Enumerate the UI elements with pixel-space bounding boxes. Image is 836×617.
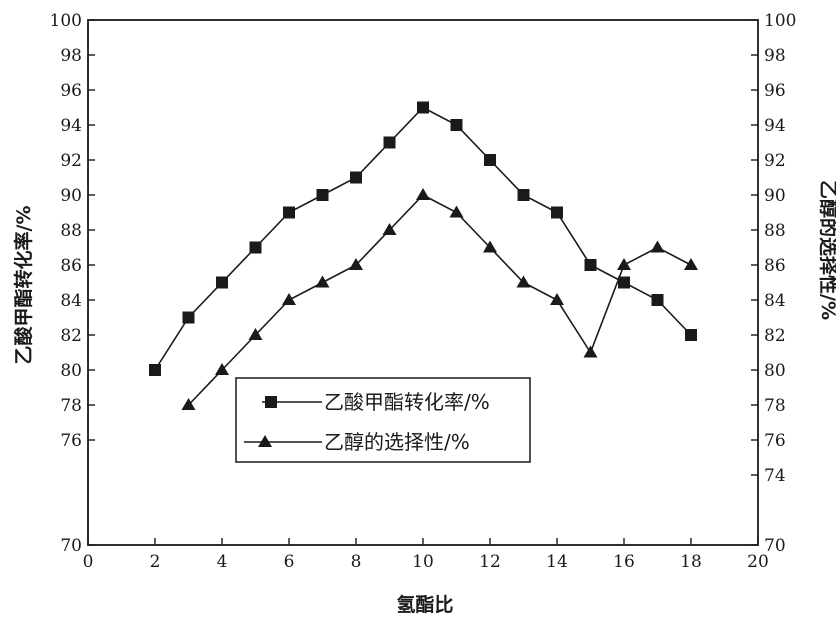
left-y-tick-label: 86	[60, 256, 82, 276]
right-y-tick-label: 78	[764, 396, 786, 416]
data-point-triangle	[449, 205, 464, 218]
legend-marker-square	[265, 396, 277, 408]
data-point-triangle	[583, 345, 598, 358]
right-y-tick-label: 92	[764, 151, 786, 171]
data-point-square	[383, 136, 396, 149]
data-point-triangle	[684, 258, 698, 270]
left-y-tick-label: 84	[60, 291, 82, 311]
legend: 乙酸甲酯转化率/% 乙醇的选择性/%	[235, 377, 531, 463]
left-y-tick-label: 80	[60, 361, 82, 381]
right-y-tick-label: 76	[764, 431, 786, 451]
x-tick-label: 8	[351, 552, 362, 572]
x-tick-label: 20	[747, 552, 769, 572]
data-point-triangle	[349, 258, 363, 270]
right-y-tick-label: 98	[764, 46, 786, 66]
data-point-triangle	[617, 258, 631, 270]
data-point-square	[149, 364, 161, 376]
data-point-square	[417, 101, 429, 114]
left-y-tick-label: 90	[60, 186, 82, 206]
x-tick-label: 18	[680, 552, 702, 572]
right-y-tick-label: 100	[764, 11, 796, 31]
left-y-tick-label: 92	[60, 151, 82, 171]
legend-label-conversion: 乙酸甲酯转化率/%	[324, 390, 490, 414]
data-point-triangle	[416, 188, 430, 200]
left-y-tick-label: 78	[60, 396, 82, 416]
data-point-square	[182, 311, 195, 324]
data-point-square	[450, 119, 463, 131]
left-y-tick-label: 82	[60, 326, 82, 346]
right-y-tick-label: 88	[764, 221, 786, 241]
data-point-square	[350, 171, 362, 184]
right-y-tick-label: 70	[764, 536, 786, 556]
x-tick-label: 14	[546, 552, 568, 572]
series-conversion	[149, 101, 697, 376]
right-y-axis-ticks: 70 74 76 78 80 82 84 86 88 90 92 94 96 98 100	[751, 11, 796, 556]
right-y-tick-label: 86	[764, 256, 786, 276]
data-point-triangle	[181, 398, 196, 410]
data-point-triangle	[248, 328, 263, 340]
series-line	[187, 194, 692, 406]
data-point-square	[249, 241, 262, 254]
x-tick-label: 4	[217, 552, 228, 572]
x-tick-label: 0	[83, 552, 94, 572]
right-y-tick-label: 96	[764, 81, 786, 101]
left-y-tick-label: 76	[60, 431, 82, 451]
left-y-tick-label: 98	[60, 46, 82, 66]
data-point-triangle	[382, 223, 397, 235]
data-point-square	[618, 276, 630, 289]
right-y-tick-label: 82	[764, 326, 786, 346]
data-point-triangle	[550, 293, 564, 305]
left-y-axis-ticks: 70 76 78 80 82 84 86 88 90 92 94 96 98 100	[50, 11, 95, 556]
data-point-triangle	[215, 363, 229, 375]
x-axis-ticks: 0 2 4 6 8 10 12 14 16 18 20	[83, 538, 769, 572]
plot-frame	[87, 19, 759, 546]
x-tick-label: 6	[284, 552, 295, 572]
left-y-tick-label: 100	[50, 11, 82, 31]
data-point-square	[517, 189, 530, 201]
data-point-square	[651, 294, 664, 306]
left-y-tick-label: 70	[60, 536, 82, 556]
x-tick-label: 16	[613, 552, 635, 572]
left-y-tick-label: 94	[60, 116, 82, 136]
right-y-tick-label: 84	[764, 291, 786, 311]
data-point-triangle	[483, 240, 497, 253]
legend-box	[235, 377, 531, 463]
data-point-triangle	[516, 275, 531, 288]
left-y-axis-title: 乙酸甲酯转化率/%	[12, 206, 35, 365]
data-point-square	[283, 206, 295, 219]
series-layer	[149, 101, 698, 410]
series-line	[154, 106, 692, 371]
legend-label-selectivity: 乙醇的选择性/%	[324, 430, 470, 454]
data-point-triangle	[650, 240, 665, 253]
data-point-square	[584, 259, 597, 271]
series-selectivity	[181, 188, 698, 410]
x-tick-label: 2	[150, 552, 161, 572]
right-y-tick-label: 80	[764, 361, 786, 381]
legend-marker-triangle	[258, 435, 272, 447]
plot-border	[87, 19, 759, 546]
data-point-square	[685, 329, 697, 341]
data-point-square	[216, 276, 228, 289]
data-point-triangle	[282, 293, 296, 305]
right-y-tick-label: 90	[764, 186, 786, 206]
data-point-square	[316, 189, 329, 201]
right-y-axis-title: 乙醇的选择性/%	[817, 180, 836, 320]
x-tick-label: 12	[479, 552, 501, 572]
data-point-square	[551, 206, 563, 219]
left-y-tick-label: 96	[60, 81, 82, 101]
right-y-tick-label: 74	[764, 466, 786, 486]
x-axis-title: 氢酯比	[396, 593, 453, 616]
right-y-tick-label: 94	[764, 116, 786, 136]
left-y-tick-label: 88	[60, 221, 82, 241]
data-point-triangle	[315, 275, 330, 288]
x-tick-label: 10	[412, 552, 434, 572]
data-point-square	[484, 154, 496, 166]
